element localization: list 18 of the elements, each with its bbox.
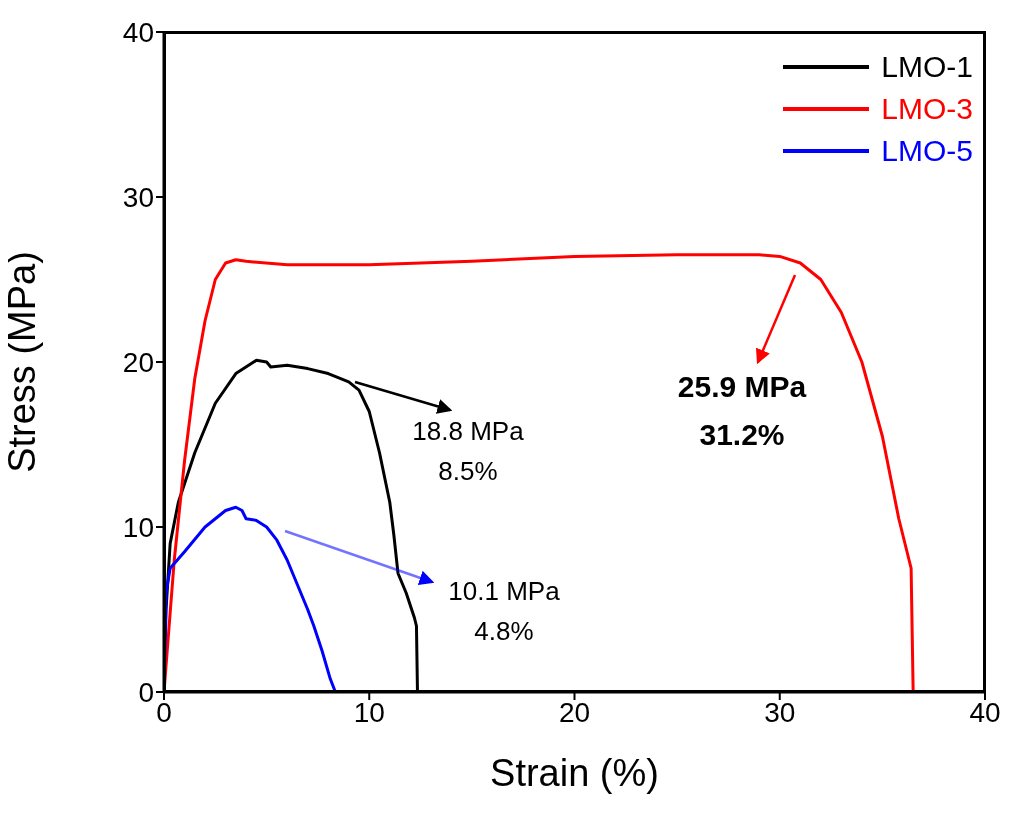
x-tick-label: 20 [558, 696, 591, 728]
legend-label: LMO-5 [881, 133, 973, 169]
x-tick-label: 10 [353, 696, 385, 728]
legend-label: LMO-1 [881, 49, 973, 85]
legend-label: LMO-3 [881, 91, 973, 127]
annotation: 18.8 MPa 8.5% [412, 416, 525, 486]
y-tick-label: 30 [122, 181, 154, 213]
y-tick-label: 40 [122, 16, 154, 48]
x-tick-label: 40 [969, 696, 1001, 728]
x-axis-title: Strain (%) [490, 752, 659, 794]
y-axis-title: Stress (MPa) [1, 251, 44, 473]
annotation: 25.9 MPa 31.2% [677, 370, 807, 451]
y-tick-label: 0 [138, 676, 154, 708]
line-series [164, 253, 915, 692]
y-tick-label: 20 [122, 346, 154, 378]
annotation: 10.1 MPa 4.8% [448, 576, 561, 646]
y-tick-label: 10 [122, 511, 154, 543]
x-tick-label: 30 [764, 696, 796, 728]
